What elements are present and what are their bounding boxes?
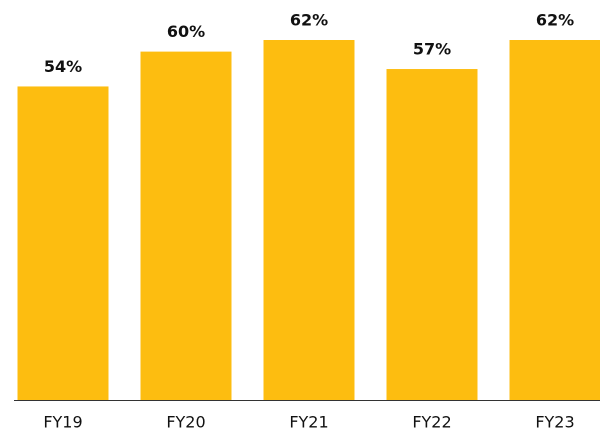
x-tick-label: FY20 xyxy=(166,413,205,432)
bar xyxy=(509,40,600,400)
bar xyxy=(17,86,109,401)
x-tick-label: FY23 xyxy=(535,413,574,432)
x-tick-label: FY21 xyxy=(289,413,328,432)
bar xyxy=(140,51,232,400)
bar xyxy=(263,40,355,400)
value-label: 57% xyxy=(413,40,451,59)
value-label: 60% xyxy=(167,22,205,41)
value-label: 62% xyxy=(290,11,328,30)
value-label: 62% xyxy=(536,11,574,30)
bar xyxy=(386,69,478,400)
x-tick-label: FY22 xyxy=(412,413,451,432)
x-tick-label: FY19 xyxy=(43,413,82,432)
value-label: 54% xyxy=(44,57,82,76)
